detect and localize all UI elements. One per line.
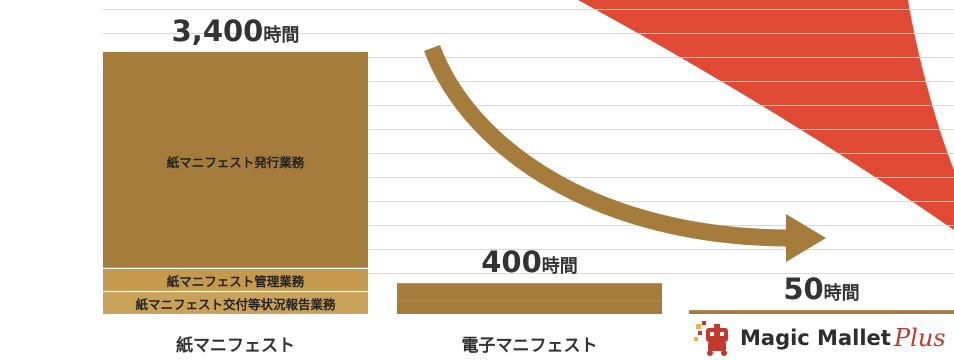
decreasing-arrow-head [786,214,826,262]
total-label: 400時間 [397,245,662,279]
total-unit: 時間 [263,25,300,46]
mallet-robot-icon [694,321,728,356]
bar-segment [397,283,662,314]
segment-label: 紙マニフェスト交付等状況報告業務 [135,297,336,313]
red-background-area [578,0,954,230]
decreasing-arrow-shaft [424,45,791,247]
segment-label: 紙マニフェスト管理業務 [166,274,305,290]
category-label-electronic: 電子マニフェスト [461,336,598,356]
arrow-layer [424,45,826,262]
total-number: 3,400 [171,14,264,48]
red-wedge [578,0,954,230]
total-number: 400 [481,245,542,280]
total-label: 3,400時間 [103,14,368,48]
category-label-paper: 紙マニフェスト [176,336,295,356]
total-unit: 時間 [823,283,860,305]
total-unit: 時間 [541,256,578,278]
total-number: 50 [783,272,824,307]
bar-segment [689,310,954,314]
logo-plus-text: Plus [894,324,946,352]
bar-segment [103,52,368,268]
total-label: 50時間 [689,272,954,306]
bar-segment [103,290,368,314]
logo-brand-text: Magic Mallet [740,326,891,350]
segment-label: 紙マニフェスト発行業務 [166,154,305,170]
bars-layer [103,52,954,314]
magic-mallet-plus-logo: Magic Mallet Plus [694,318,952,358]
bar-segment [103,267,368,291]
